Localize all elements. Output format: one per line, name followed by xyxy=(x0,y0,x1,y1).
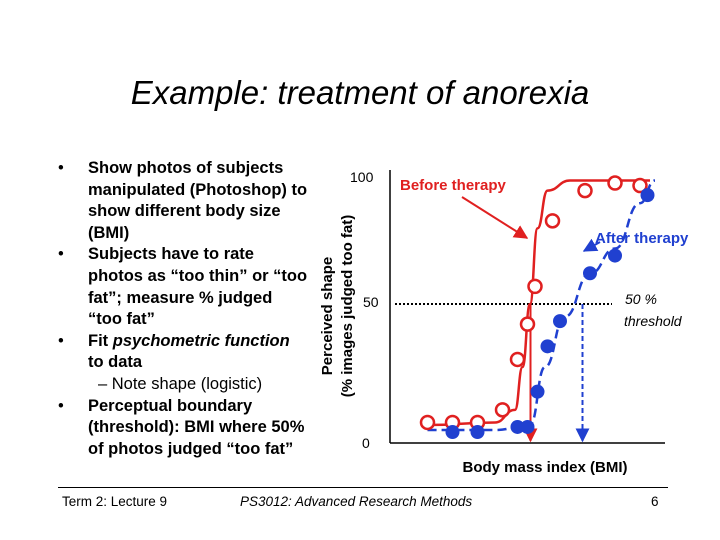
y-tick-label-100: 100 xyxy=(350,169,374,185)
data-point-before xyxy=(494,402,511,418)
data-point-after xyxy=(520,419,535,434)
legend-after-therapy: After therapy xyxy=(595,230,689,247)
bullet-text: Show photos of subjects manipulated (Pho… xyxy=(88,159,308,242)
footer-course: PS3012: Advanced Research Methods xyxy=(240,494,473,509)
legend-after-arrow xyxy=(582,238,601,252)
bullet-list: • Show photos of subjects manipulated (P… xyxy=(58,158,308,460)
curve-before-therapy xyxy=(427,179,650,427)
data-point-after xyxy=(553,314,567,329)
bullet-item: • Show photos of subjects manipulated (P… xyxy=(58,158,308,244)
data-point-before xyxy=(544,213,561,229)
data-point-after xyxy=(640,188,655,203)
legend-before-therapy: Before therapy xyxy=(400,177,507,194)
data-point-after xyxy=(608,248,622,263)
bullet-dot-icon: • xyxy=(58,396,64,415)
slide-title: Example: treatment of anorexia xyxy=(130,74,590,111)
curve-after-therapy xyxy=(427,179,656,432)
bullet-text-after: to data xyxy=(88,353,143,372)
y-tick-label-0: 0 xyxy=(362,435,370,451)
footer-page-number: 6 xyxy=(651,494,659,509)
data-point-before xyxy=(519,316,536,332)
legend-before-arrow xyxy=(461,196,529,239)
bullet-text-before: Fit xyxy=(88,331,113,350)
data-point-after xyxy=(510,419,525,434)
data-point-after xyxy=(583,266,597,281)
bullet-text: Subjects have to rate photos as “too thi… xyxy=(88,245,308,329)
footer-lecture: Term 2: Lecture 9 xyxy=(62,494,168,509)
bullet-item: • Fit psychometric function to data xyxy=(58,331,308,374)
data-point-before xyxy=(632,177,648,194)
data-points xyxy=(419,175,655,439)
bullet-text-italic: psychometric function xyxy=(112,331,290,350)
bullet-item: • Subjects have to rate photos as “too t… xyxy=(58,244,308,330)
y-tick-label-50: 50 xyxy=(363,294,379,310)
bullet-dot-icon: • xyxy=(58,245,64,264)
data-point-before xyxy=(509,351,526,368)
data-point-before xyxy=(607,175,623,191)
data-point-after xyxy=(445,425,460,439)
y-axis-label-sub: (% images judged too fat) xyxy=(339,215,356,398)
data-point-after xyxy=(530,384,545,399)
data-point-after xyxy=(470,425,485,439)
sub-bullet-item: – Note shape (logistic) xyxy=(98,374,263,393)
y-axis-label: Perceived shape xyxy=(319,257,336,375)
data-point-before xyxy=(419,414,436,431)
bullet-dot-icon: • xyxy=(58,331,64,350)
footer-divider xyxy=(58,487,668,488)
bullet-dot-icon: • xyxy=(58,159,64,177)
bullet-item: • Perceptual boundary (threshold): BMI w… xyxy=(58,396,308,461)
data-point-before xyxy=(527,278,543,295)
threshold-label-sub: threshold xyxy=(624,313,683,329)
threshold-label: 50 % xyxy=(625,291,657,307)
data-point-after xyxy=(540,339,555,354)
x-axis-label: Body mass index (BMI) xyxy=(462,459,627,476)
data-point-before xyxy=(577,182,593,199)
bullet-text: Perceptual boundary (threshold): BMI whe… xyxy=(88,396,305,458)
